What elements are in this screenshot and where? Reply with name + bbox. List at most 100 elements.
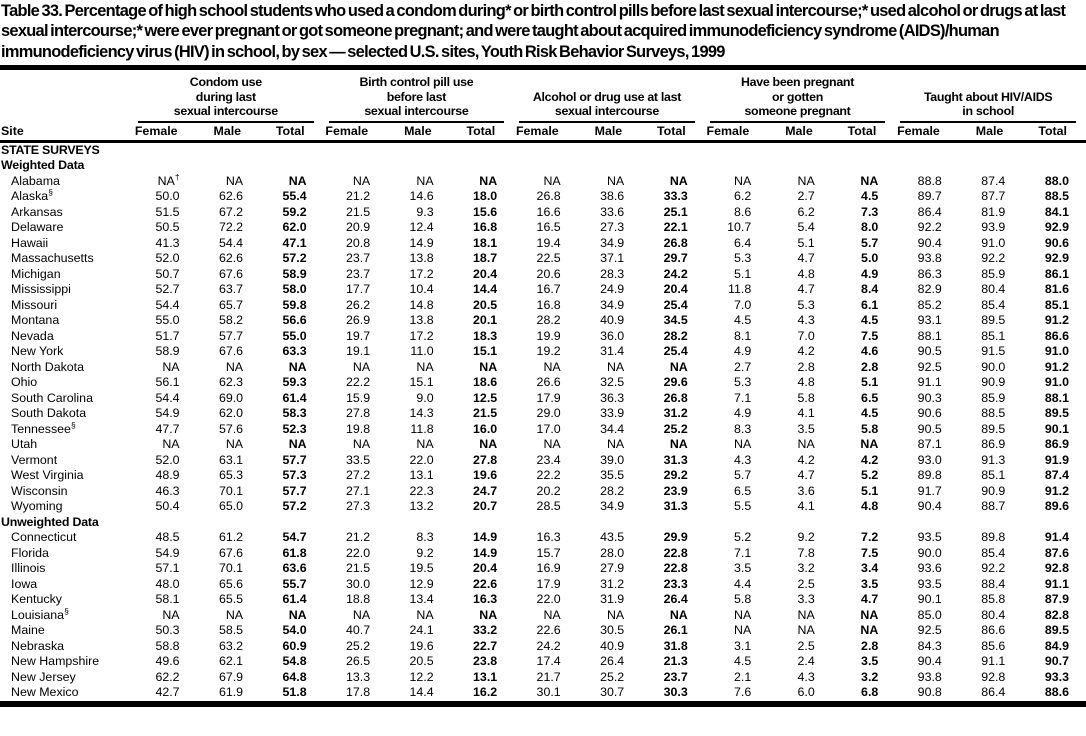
value-cell: 63.7 xyxy=(218,282,244,297)
value-cell: NA xyxy=(225,173,244,188)
value-cell: 27.2 xyxy=(345,468,371,483)
value-cell: 22.8 xyxy=(663,561,688,576)
value-cell: 14.9 xyxy=(473,545,498,560)
value-cell: 57.2 xyxy=(282,251,307,266)
value-cell: 19.1 xyxy=(345,344,371,359)
table-row: Utah NA NA NA NA NA NA NA NA NA NA NA NA 87.1 86.9 86.9 xyxy=(0,437,1086,453)
value-cell: 3.5 xyxy=(797,421,815,436)
value-cell: 19.4 xyxy=(536,235,561,250)
value-cell: 25.2 xyxy=(663,421,688,436)
value-cell: 80.4 xyxy=(981,607,1006,622)
value-cell: 52.0 xyxy=(155,251,180,266)
value-cell: 8.1 xyxy=(734,328,752,343)
value-cell: 92.5 xyxy=(917,623,942,638)
value-cell: 21.5 xyxy=(345,561,371,576)
value-cell: 2.8 xyxy=(797,359,815,374)
value-cell: NA xyxy=(162,437,180,452)
value-cell: 93.5 xyxy=(917,530,942,545)
value-cell: 58.9 xyxy=(282,266,307,281)
value-cell: 5.7 xyxy=(861,235,879,250)
value-cell: 18.6 xyxy=(473,375,498,390)
value-cell: 63.3 xyxy=(282,344,307,359)
value-cell: NA xyxy=(225,607,244,622)
value-cell: 5.5 xyxy=(734,499,752,514)
value-cell: 19.6 xyxy=(409,638,434,653)
value-cell: 27.9 xyxy=(600,561,625,576)
value-cell: 40.7 xyxy=(345,623,371,638)
value-cell: NA xyxy=(797,607,815,622)
value-cell: 90.4 xyxy=(917,499,942,514)
value-cell: 28.0 xyxy=(600,545,625,560)
value-cell: 51.5 xyxy=(155,204,180,219)
value-cell: 16.5 xyxy=(536,220,561,235)
value-cell: 22.7 xyxy=(473,638,498,653)
value-cell: 14.8 xyxy=(409,297,434,312)
value-cell: NA xyxy=(606,173,625,188)
value-cell: NA xyxy=(479,173,498,188)
value-cell: NA xyxy=(479,359,498,374)
value-cell: 5.1 xyxy=(861,375,879,390)
site-cell: New York xyxy=(11,344,64,359)
value-cell: 5.3 xyxy=(734,375,752,390)
value-cell: 18.1 xyxy=(473,235,498,250)
value-cell: 31.8 xyxy=(663,638,688,653)
value-cell: 24.1 xyxy=(409,623,434,638)
value-cell: 48.5 xyxy=(155,530,180,545)
value-cell: NA xyxy=(352,437,371,452)
table-row: South Dakota 54.9 62.0 58.3 27.8 14.3 21.5 29.0… xyxy=(0,406,1086,422)
value-cell: 90.9 xyxy=(981,483,1006,498)
value-cell: 49.6 xyxy=(155,654,180,669)
value-cell: 31.2 xyxy=(663,406,688,421)
table-row: Montana 55.0 58.2 56.6 26.9 13.8 20.1 28.2 40.9 3… xyxy=(0,313,1086,329)
value-cell: 19.9 xyxy=(536,328,561,343)
value-cell: 11.8 xyxy=(728,282,752,297)
value-cell: 25.4 xyxy=(663,297,688,312)
value-cell: 23.7 xyxy=(663,669,688,684)
value-cell: 10.4 xyxy=(409,282,434,297)
data-table: Site Condom use during last sexual intercou… xyxy=(0,70,1086,701)
value-cell: 50.3 xyxy=(155,623,180,638)
value-cell: 51.8 xyxy=(282,685,307,700)
value-cell: 12.9 xyxy=(409,576,434,591)
value-cell: 28.2 xyxy=(663,328,688,343)
value-cell: 88.8 xyxy=(917,173,942,188)
sub-header-female: Female xyxy=(323,122,388,143)
value-cell: 17.4 xyxy=(536,654,561,669)
value-cell: 16.6 xyxy=(536,204,561,219)
site-cell: Wyoming xyxy=(11,499,63,514)
value-cell: 85.2 xyxy=(917,297,942,312)
sub-header-female: Female xyxy=(514,122,578,143)
value-cell: 16.3 xyxy=(473,592,498,607)
column-group-label: Birth control pill use before last sexual … xyxy=(328,75,505,123)
value-cell: 25.2 xyxy=(345,638,371,653)
site-cell: Wisconsin xyxy=(11,483,68,498)
value-cell: NA xyxy=(162,607,180,622)
value-cell: 55.7 xyxy=(282,576,307,591)
value-cell: 87.4 xyxy=(981,173,1006,188)
table-row: North Dakota NA NA NA NA NA NA NA NA NA 2.7 2.8 2.8 9… xyxy=(0,360,1086,376)
value-cell: 25.1 xyxy=(663,204,688,219)
value-cell: 22.3 xyxy=(409,483,434,498)
value-cell: 6.1 xyxy=(861,297,879,312)
table-row: Wyoming 50.4 65.0 57.2 27.3 13.2 20.7 28.5 34.9 3… xyxy=(0,499,1086,515)
value-cell: 52.7 xyxy=(155,282,180,297)
value-cell: 29.6 xyxy=(663,375,688,390)
value-cell: NA xyxy=(416,607,434,622)
value-cell: 30.0 xyxy=(345,576,371,591)
value-cell: 85.6 xyxy=(981,638,1006,653)
value-cell: 22.8 xyxy=(663,545,688,560)
value-cell: 30.3 xyxy=(663,685,688,700)
value-cell: 6.8 xyxy=(861,685,879,700)
value-cell: 11.8 xyxy=(410,421,434,436)
site-cell: Montana xyxy=(11,313,60,328)
value-cell: 62.1 xyxy=(218,654,244,669)
value-cell: 93.5 xyxy=(917,576,942,591)
value-cell: 8.4 xyxy=(861,282,879,297)
value-cell: 5.8 xyxy=(734,592,752,607)
value-cell: 30.7 xyxy=(600,685,625,700)
value-cell: 26.4 xyxy=(663,592,688,607)
section-header-row: STATE SURVEYS xyxy=(0,141,1086,158)
value-cell: 19.2 xyxy=(536,344,561,359)
value-cell: 26.9 xyxy=(345,313,371,328)
value-cell: NA xyxy=(734,623,752,638)
